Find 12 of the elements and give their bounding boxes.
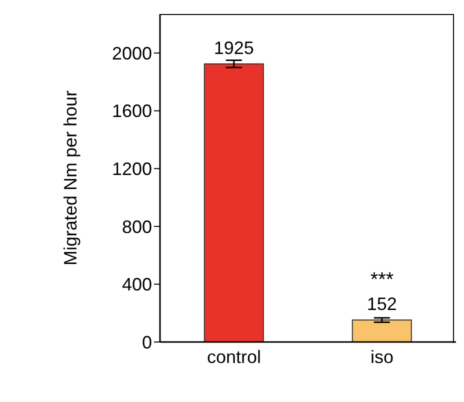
y-tick-label: 400	[122, 274, 152, 295]
data-label: 152	[366, 294, 397, 314]
y-axis-title: Migrated Nm per hour	[60, 90, 80, 266]
annotation: ***	[370, 269, 394, 292]
x-tick-label: control	[206, 346, 262, 367]
x-tick-label: iso	[370, 346, 394, 367]
y-tick-label: 800	[122, 216, 152, 237]
data-label: 1925	[214, 38, 254, 58]
y-tick-label: 1600	[112, 101, 152, 122]
y-tick-label: 2000	[112, 43, 152, 64]
y-tick-label: 0	[142, 332, 152, 352]
y-tick-label: 1200	[112, 159, 152, 179]
